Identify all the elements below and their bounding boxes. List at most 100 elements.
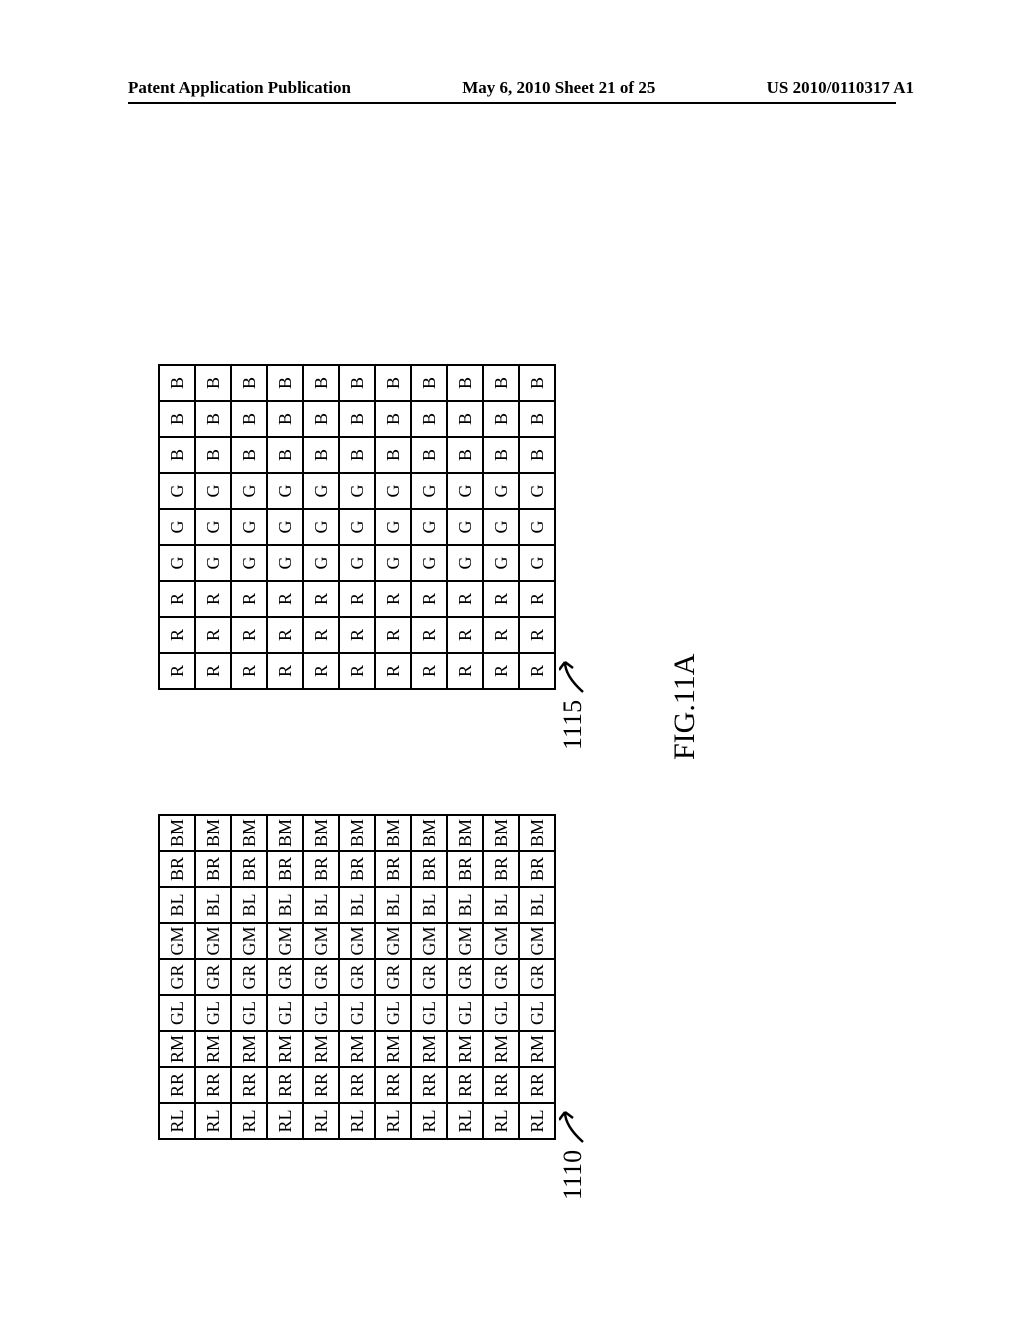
- table-cell: R: [159, 653, 195, 689]
- table-cell: B: [267, 401, 303, 437]
- table-cell: GR: [339, 959, 375, 995]
- table-cell: G: [483, 473, 519, 509]
- table-cell: RL: [447, 1103, 483, 1139]
- table-cell: RR: [267, 1067, 303, 1103]
- table-row: RLRRRMGLGRGMBLBRBM: [195, 815, 231, 1139]
- table-cell: GM: [375, 923, 411, 959]
- table-cell: RM: [447, 1031, 483, 1067]
- table-cell: R: [483, 653, 519, 689]
- table-cell: RL: [195, 1103, 231, 1139]
- table-row: RRRGGGBBB: [447, 365, 483, 689]
- table-cell: RM: [195, 1031, 231, 1067]
- table-cell: GL: [231, 995, 267, 1031]
- table-cell: GM: [339, 923, 375, 959]
- table-cell: RL: [231, 1103, 267, 1139]
- table-cell: G: [519, 473, 555, 509]
- table-1110: RLRRRMGLGRGMBLBRBMRLRRRMGLGRGMBLBRBMRLRR…: [158, 814, 556, 1140]
- table-cell: GL: [303, 995, 339, 1031]
- table-cell: BL: [411, 887, 447, 923]
- table-cell: RM: [159, 1031, 195, 1067]
- table-cell: B: [375, 437, 411, 473]
- table-row: RLRRRMGLGRGMBLBRBM: [411, 815, 447, 1139]
- header-right: US 2010/0110317 A1: [767, 78, 914, 98]
- table-cell: BM: [267, 815, 303, 851]
- table-row: RLRRRMGLGRGMBLBRBM: [519, 815, 555, 1139]
- table-cell: G: [447, 473, 483, 509]
- table-cell: R: [411, 617, 447, 653]
- table-row: RRRGGGBBB: [375, 365, 411, 689]
- table-cell: G: [375, 545, 411, 581]
- table-cell: B: [231, 437, 267, 473]
- table-cell: B: [159, 401, 195, 437]
- table-cell: R: [339, 581, 375, 617]
- table-cell: G: [375, 473, 411, 509]
- table-cell: R: [519, 581, 555, 617]
- table-cell: GM: [447, 923, 483, 959]
- table-cell: B: [519, 437, 555, 473]
- table-cell: GR: [267, 959, 303, 995]
- table-cell: R: [375, 617, 411, 653]
- table-cell: R: [267, 653, 303, 689]
- ref-1110-text: 1110: [558, 1150, 588, 1200]
- table-cell: GL: [447, 995, 483, 1031]
- table-cell: GM: [195, 923, 231, 959]
- table-cell: R: [519, 617, 555, 653]
- figure-label: FIG.11A: [668, 654, 702, 760]
- table-cell: RM: [411, 1031, 447, 1067]
- table-cell: B: [231, 401, 267, 437]
- table-1115: RRRGGGBBBRRRGGGBBBRRRGGGBBBRRRGGGBBBRRRG…: [158, 364, 556, 690]
- table-cell: BR: [231, 851, 267, 887]
- table-cell: B: [159, 437, 195, 473]
- figure-area: RLRRRMGLGRGMBLBRBMRLRRRMGLGRGMBLBRBMRLRR…: [0, 286, 1024, 1054]
- table-cell: BL: [303, 887, 339, 923]
- table-cell: R: [375, 653, 411, 689]
- table-row: RRRGGGBBB: [483, 365, 519, 689]
- table-cell: RM: [267, 1031, 303, 1067]
- table-cell: B: [447, 437, 483, 473]
- table-cell: R: [411, 653, 447, 689]
- table-cell: B: [519, 401, 555, 437]
- table-cell: RL: [339, 1103, 375, 1139]
- table-cell: B: [375, 401, 411, 437]
- table-cell: GL: [375, 995, 411, 1031]
- table-cell: R: [339, 617, 375, 653]
- table-cell: GR: [375, 959, 411, 995]
- table-cell: BM: [195, 815, 231, 851]
- table-cell: G: [447, 545, 483, 581]
- table-cell: B: [447, 365, 483, 401]
- table-cell: RR: [195, 1067, 231, 1103]
- table-cell: B: [303, 401, 339, 437]
- table-cell: BR: [195, 851, 231, 887]
- table-cell: B: [195, 365, 231, 401]
- table-cell: G: [519, 545, 555, 581]
- arrow-icon: [559, 654, 587, 694]
- ref-1115: 1115: [558, 654, 588, 750]
- table-cell: RR: [411, 1067, 447, 1103]
- table-cell: RR: [375, 1067, 411, 1103]
- table-cell: GM: [519, 923, 555, 959]
- page-header: Patent Application Publication May 6, 20…: [0, 78, 1024, 98]
- table-cell: RM: [375, 1031, 411, 1067]
- table-cell: R: [483, 617, 519, 653]
- table-cell: RR: [519, 1067, 555, 1103]
- table-cell: BR: [339, 851, 375, 887]
- table-cell: RR: [303, 1067, 339, 1103]
- table-cell: G: [159, 545, 195, 581]
- table-cell: R: [195, 581, 231, 617]
- table-cell: BL: [267, 887, 303, 923]
- table-cell: BL: [519, 887, 555, 923]
- table-cell: GL: [159, 995, 195, 1031]
- table-cell: RL: [519, 1103, 555, 1139]
- table-cell: B: [267, 365, 303, 401]
- table-cell: G: [411, 473, 447, 509]
- table-cell: BM: [447, 815, 483, 851]
- table-cell: BR: [159, 851, 195, 887]
- table-cell: B: [339, 365, 375, 401]
- table-cell: R: [195, 617, 231, 653]
- table-cell: G: [447, 509, 483, 545]
- table-cell: RL: [303, 1103, 339, 1139]
- table-cell: GM: [411, 923, 447, 959]
- table-cell: B: [195, 437, 231, 473]
- table-cell: GR: [231, 959, 267, 995]
- header-center: May 6, 2010 Sheet 21 of 25: [462, 78, 655, 98]
